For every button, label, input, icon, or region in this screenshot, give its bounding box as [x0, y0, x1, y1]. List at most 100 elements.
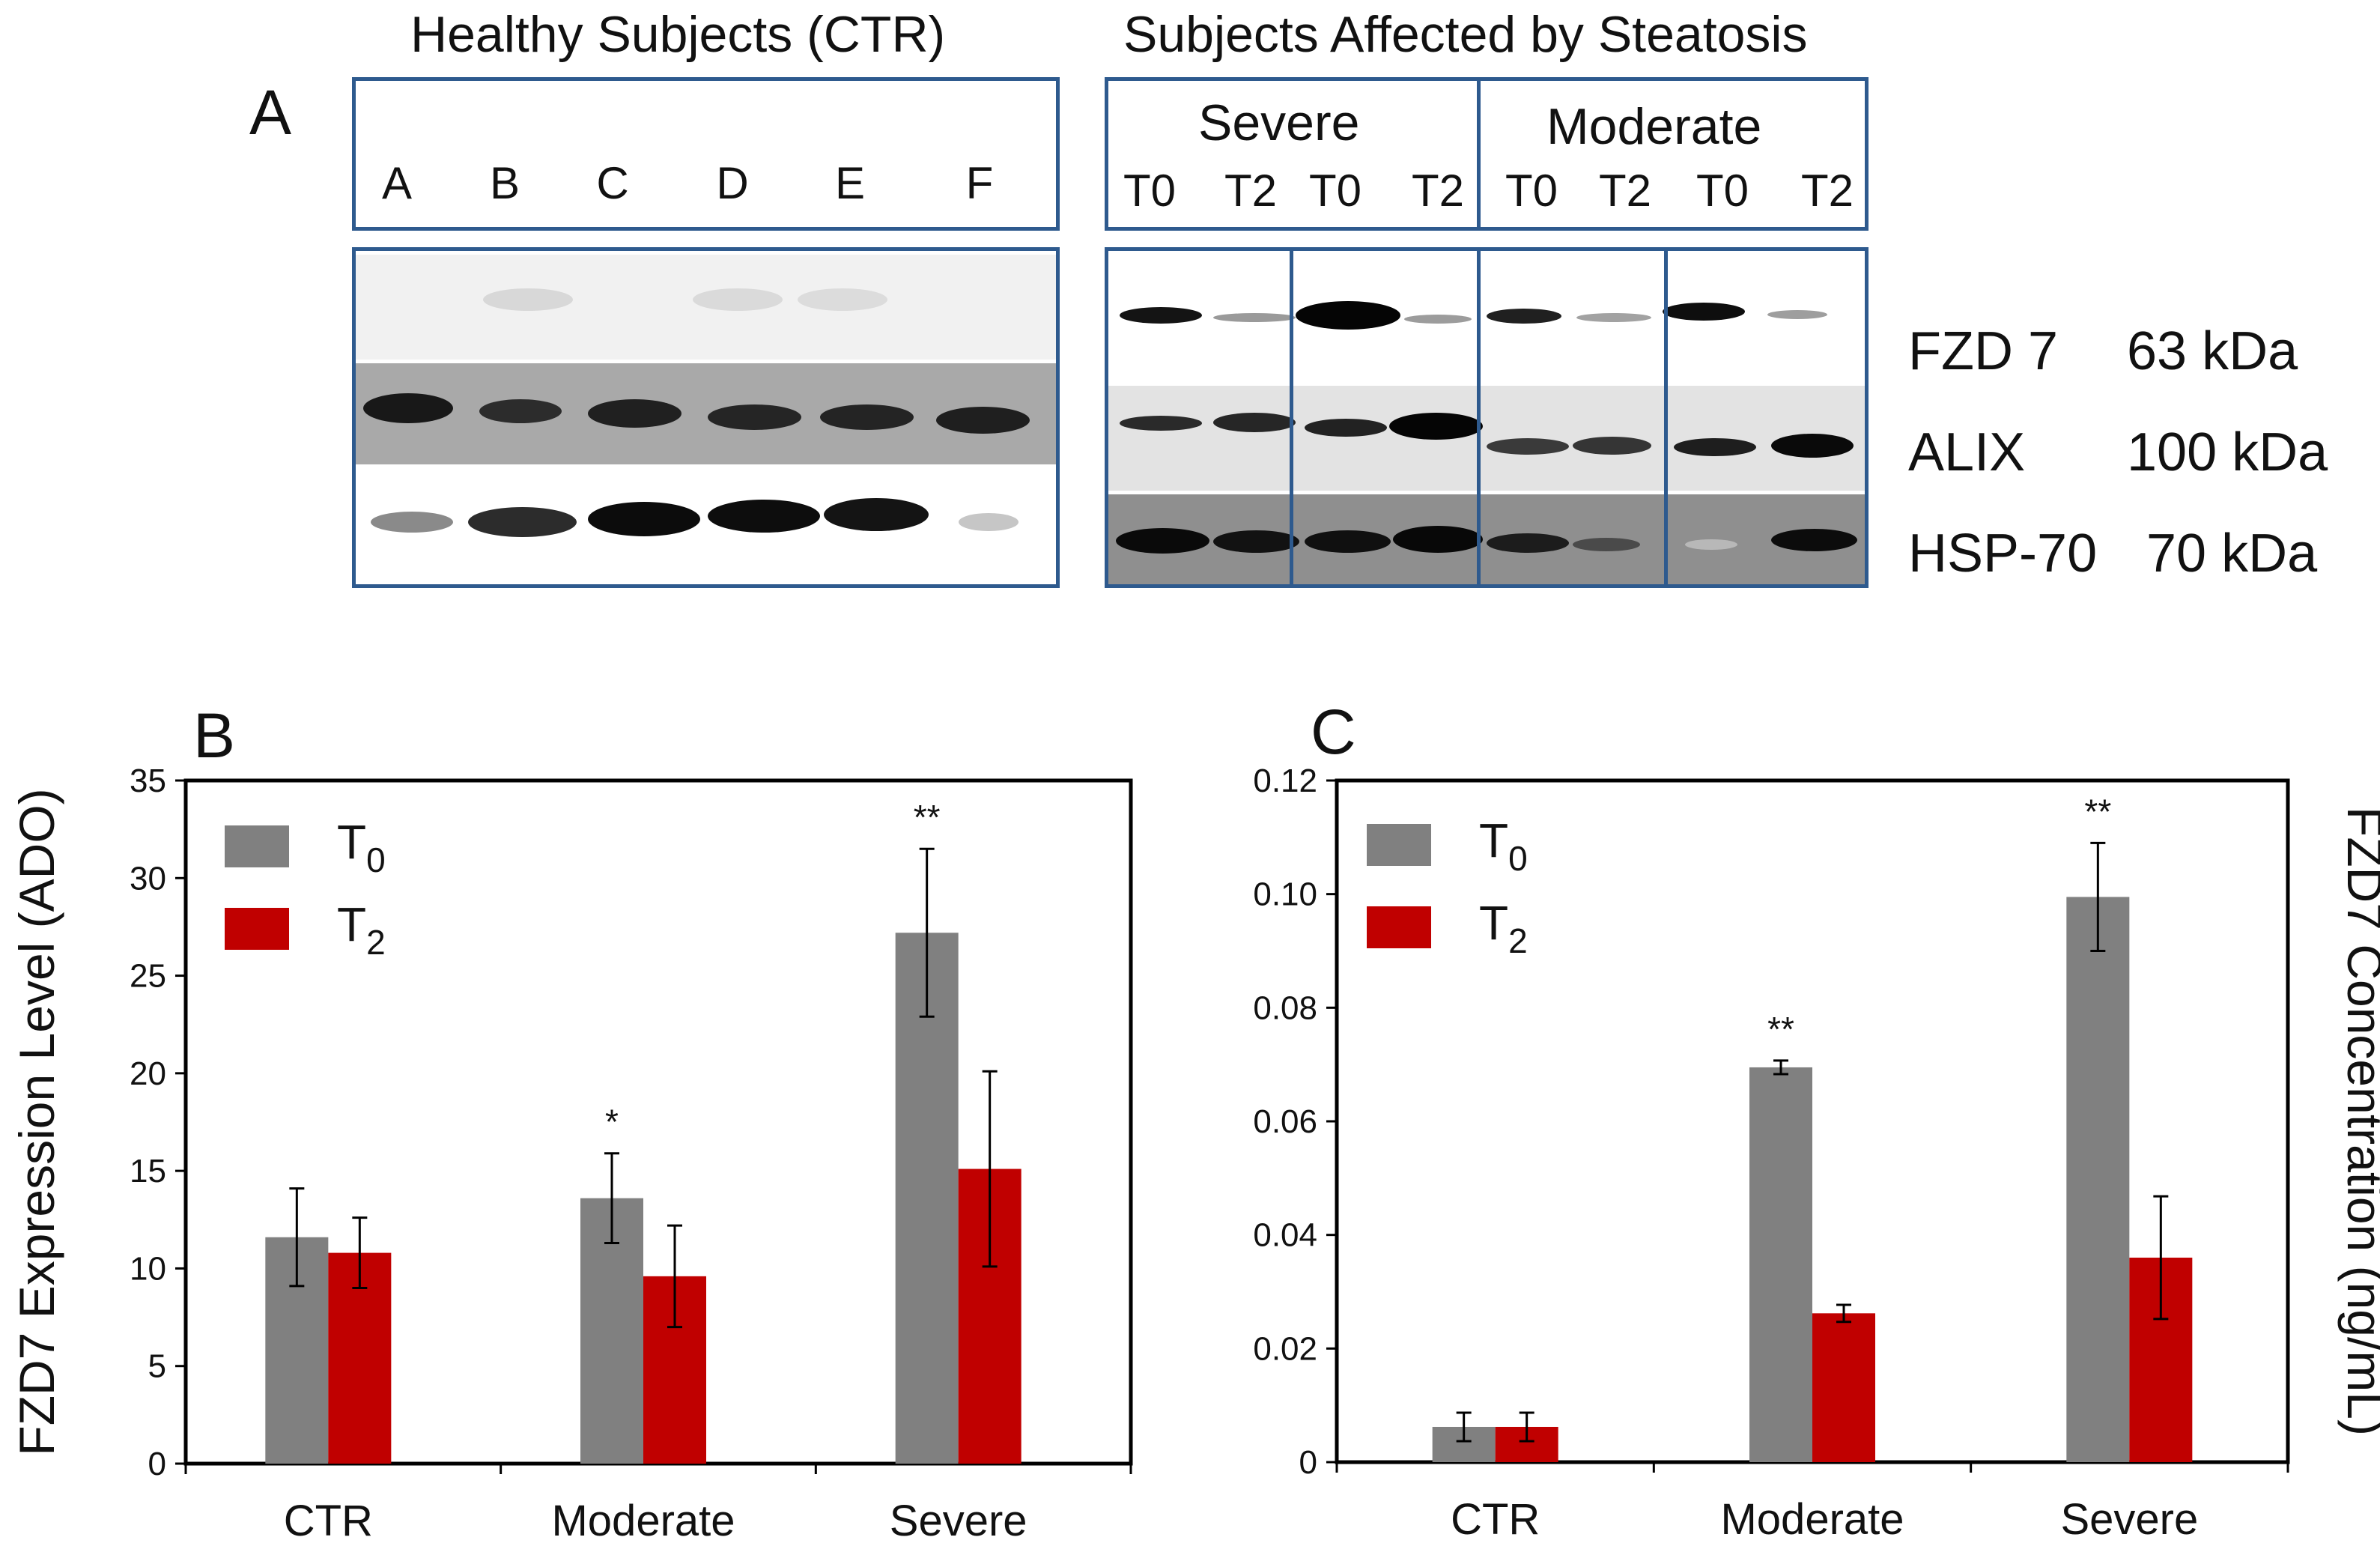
- bar-t0-moderate: [1749, 1067, 1812, 1462]
- band: [479, 399, 562, 423]
- protein-mw-label: 70 kDa: [2146, 524, 2318, 584]
- band: [1116, 528, 1209, 554]
- ctr-lane-label: C: [596, 158, 629, 208]
- legend-label-base: T: [1479, 896, 1508, 950]
- legend-label-subscript: 2: [1508, 921, 1528, 960]
- x-category-label: Severe: [2060, 1495, 2198, 1544]
- legend-label-t0: T0: [337, 815, 386, 879]
- band: [483, 288, 573, 311]
- timepoint-lane-label: T0: [1696, 166, 1749, 216]
- band: [824, 498, 929, 531]
- y-tick-label: 0.08: [1253, 989, 1317, 1026]
- significance-marker: **: [2084, 792, 2111, 831]
- hsp70-strip-steatosis: [1108, 494, 1865, 584]
- bar-t0-severe: [2066, 897, 2130, 1462]
- x-category-label: Moderate: [1720, 1495, 1904, 1544]
- band: [820, 404, 914, 430]
- x-category-label: Severe: [890, 1497, 1027, 1545]
- y-tick-label: 0.12: [1253, 763, 1317, 799]
- band: [1674, 438, 1756, 456]
- band: [1487, 309, 1561, 324]
- x-category-label: CTR: [1451, 1495, 1540, 1544]
- band: [1213, 530, 1299, 553]
- significance-marker: **: [914, 798, 941, 837]
- band: [1487, 533, 1569, 553]
- band: [1771, 434, 1854, 458]
- legend-label-base: T: [337, 897, 366, 951]
- alix-strip-ctr: [356, 363, 1056, 464]
- band: [468, 507, 577, 537]
- band: [936, 407, 1030, 434]
- steatosis-blot-box: [1105, 247, 1869, 588]
- ctr-lane-label: D: [716, 158, 749, 208]
- band: [1573, 437, 1651, 455]
- band: [1576, 313, 1651, 322]
- legend-swatch-t0: [225, 825, 289, 867]
- y-tick-label: 0: [148, 1446, 166, 1482]
- protein-mw-label: 63 kDa: [2127, 321, 2298, 381]
- protein-name-label: HSP-70: [1908, 524, 2098, 584]
- band: [1389, 413, 1483, 440]
- ctr-blot-box: [352, 247, 1060, 588]
- band: [708, 500, 820, 533]
- band: [1771, 529, 1857, 551]
- band: [1487, 438, 1569, 455]
- band: [1685, 539, 1737, 550]
- lane-divider: [1290, 251, 1293, 584]
- significance-marker: **: [1767, 1010, 1794, 1049]
- legend-label-subscript: 0: [366, 840, 386, 879]
- timepoint-lane-label: T0: [1505, 166, 1558, 216]
- band: [708, 404, 801, 430]
- timepoint-lane-label: T0: [1123, 166, 1177, 216]
- band: [959, 513, 1019, 531]
- legend-label-t2: T2: [1479, 896, 1528, 960]
- y-tick-label: 15: [130, 1153, 166, 1189]
- y-tick-label: 0.06: [1253, 1103, 1317, 1140]
- y-tick-label: 10: [130, 1250, 166, 1287]
- y-tick-label: 0.02: [1253, 1330, 1317, 1367]
- band: [1120, 307, 1202, 324]
- band: [588, 399, 681, 428]
- y-tick-label: 30: [130, 860, 166, 897]
- band: [588, 502, 700, 536]
- lane-divider: [1477, 251, 1481, 584]
- band: [1573, 538, 1640, 551]
- timepoint-lane-label: T2: [1224, 166, 1278, 216]
- band: [1305, 530, 1391, 553]
- y-tick-label: 25: [130, 958, 166, 995]
- timepoint-lane-label: T0: [1308, 166, 1362, 216]
- legend-label-t2: T2: [337, 897, 386, 962]
- band: [1767, 310, 1827, 319]
- bar-t0-severe: [895, 933, 959, 1464]
- band: [371, 512, 453, 533]
- moderate-group-label: Moderate: [1546, 98, 1762, 155]
- y-axis-label: FZD7 Expression Level (ADO): [9, 788, 64, 1455]
- band: [1305, 419, 1387, 437]
- y-tick-label: 0.10: [1253, 876, 1317, 913]
- steatosis-group-header: Subjects Affected by Steatosis: [1123, 6, 1808, 63]
- band: [693, 288, 783, 311]
- significance-marker: *: [605, 1103, 619, 1142]
- panel-c-letter: C: [1311, 697, 1356, 767]
- panel-a-letter: A: [249, 77, 292, 148]
- steatosis-lane-header-box: [1105, 77, 1869, 231]
- ctr-lane-label: A: [381, 158, 413, 208]
- timepoint-lane-label: T2: [1800, 166, 1854, 216]
- band: [1393, 526, 1483, 553]
- ctr-lane-label: B: [489, 158, 520, 208]
- lane-divider: [1664, 251, 1668, 584]
- legend-label-t0: T0: [1479, 813, 1528, 878]
- band: [1404, 315, 1472, 324]
- panel-b-letter: B: [193, 700, 236, 771]
- y-tick-label: 35: [130, 763, 166, 799]
- protein-name-label: FZD 7: [1908, 321, 2059, 381]
- header-divider: [1477, 77, 1481, 231]
- fzd7-strip-steatosis: [1108, 255, 1865, 386]
- band: [1213, 313, 1296, 322]
- ctr-lane-label: E: [834, 158, 866, 208]
- timepoint-lane-label: T2: [1598, 166, 1652, 216]
- band: [363, 393, 453, 423]
- severe-group-label: Severe: [1198, 94, 1360, 151]
- fzd7-strip-ctr: [356, 255, 1056, 360]
